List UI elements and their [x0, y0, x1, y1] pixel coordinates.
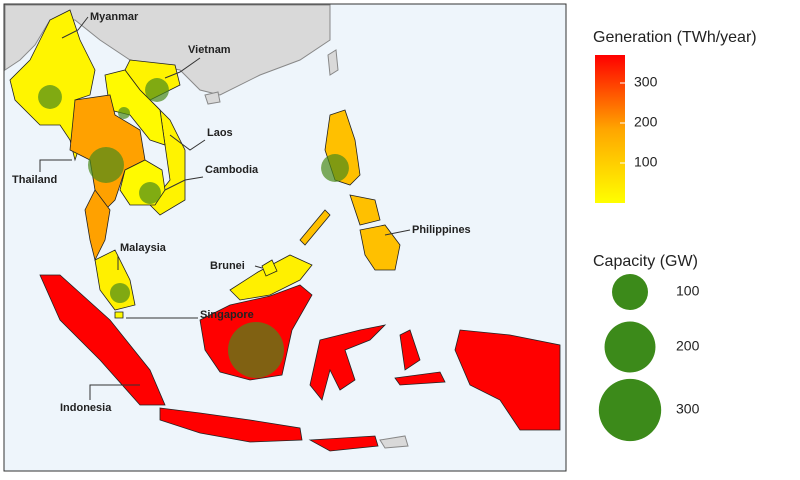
legend: Generation (TWh/year) Capacity (GW) 100 2…	[593, 29, 757, 442]
country	[114, 311, 124, 319]
country	[349, 194, 381, 226]
country-label: Philippines	[412, 224, 471, 236]
country	[299, 209, 331, 246]
capacity-bubble	[227, 321, 285, 379]
country-label: Vietnam	[188, 44, 231, 56]
color-bar	[595, 55, 625, 203]
legend-title: Generation (TWh/year)	[593, 29, 757, 46]
country	[159, 407, 303, 443]
country-label: Myanmar	[90, 11, 139, 23]
leader-line	[169, 134, 206, 151]
capacity-bubble	[109, 282, 131, 304]
country	[308, 435, 379, 452]
country-label: Singapore	[200, 309, 254, 321]
country	[394, 371, 446, 386]
leader-line	[254, 265, 263, 269]
leader-line	[39, 159, 72, 172]
legend-tick-label: 100	[634, 154, 658, 170]
neighbor-land	[327, 49, 339, 76]
leader-line	[164, 57, 201, 79]
leader-line	[61, 16, 89, 39]
country-label: Brunei	[210, 260, 245, 272]
legend-size-label: 100	[676, 283, 700, 299]
country	[39, 274, 166, 406]
legend-bubble	[604, 321, 656, 373]
capacity-bubble	[139, 182, 161, 204]
neighbor-land	[204, 91, 221, 105]
legend-tick-label: 300	[634, 74, 658, 90]
legend-title: Capacity (GW)	[593, 253, 698, 270]
capacity-bubble	[88, 147, 124, 183]
country	[359, 224, 401, 271]
country-label: Malaysia	[120, 242, 167, 254]
leader-line	[384, 229, 411, 236]
bubbles	[38, 78, 349, 379]
neighbor-land	[379, 435, 409, 449]
leader-line	[164, 176, 204, 191]
legend-bubble	[598, 378, 662, 442]
country-label: Laos	[207, 127, 233, 139]
country	[454, 329, 561, 431]
country-label: Indonesia	[60, 402, 112, 414]
country-label: Thailand	[12, 174, 57, 186]
labels: Myanmar Vietnam Laos Thailand Cambodia Malays…	[12, 11, 471, 414]
capacity-bubble	[321, 154, 349, 182]
legend-size-label: 200	[676, 338, 700, 354]
legend-tick-label: 200	[634, 114, 658, 130]
country	[399, 329, 421, 371]
country	[261, 259, 278, 277]
country	[309, 324, 387, 401]
leader-line	[89, 384, 140, 400]
capacity-bubble	[38, 85, 62, 109]
legend-size-label: 300	[676, 401, 700, 417]
country-label: Cambodia	[205, 164, 259, 176]
country	[104, 69, 166, 146]
capacity-bubble	[145, 78, 169, 102]
capacity-bubble	[118, 107, 130, 119]
legend-bubble	[612, 274, 648, 310]
